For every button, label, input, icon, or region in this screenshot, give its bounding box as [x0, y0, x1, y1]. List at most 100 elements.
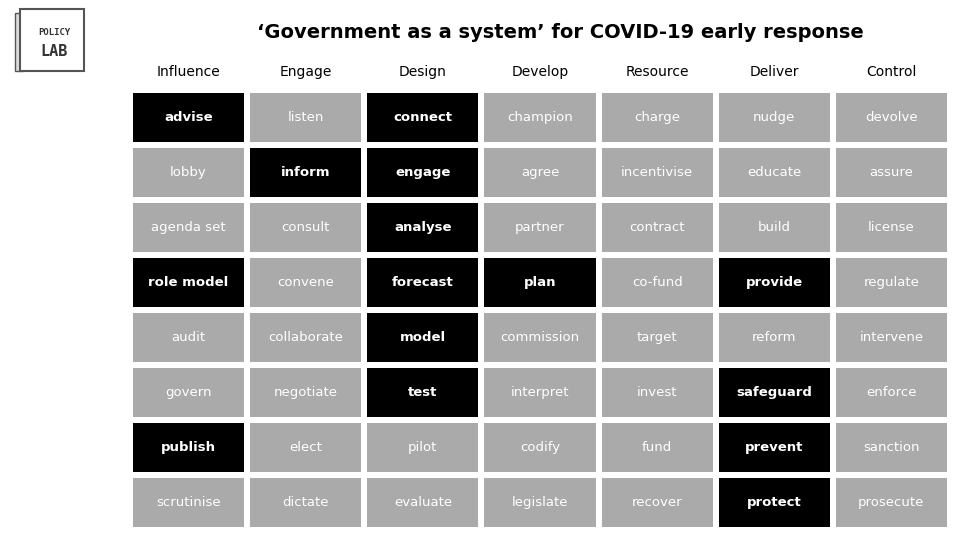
Text: prosecute: prosecute [858, 496, 924, 509]
FancyBboxPatch shape [719, 313, 829, 362]
FancyBboxPatch shape [602, 203, 712, 252]
Text: dictate: dictate [282, 496, 329, 509]
FancyBboxPatch shape [251, 313, 361, 362]
Text: lobby: lobby [170, 166, 207, 179]
FancyBboxPatch shape [602, 368, 712, 417]
FancyBboxPatch shape [836, 478, 947, 527]
FancyBboxPatch shape [602, 258, 712, 307]
Text: commission: commission [500, 331, 580, 344]
Text: sanction: sanction [863, 441, 920, 454]
Text: educate: educate [747, 166, 802, 179]
FancyBboxPatch shape [368, 203, 478, 252]
FancyBboxPatch shape [368, 93, 478, 142]
Text: devolve: devolve [865, 111, 918, 124]
Text: scrutinise: scrutinise [156, 496, 221, 509]
Text: recover: recover [632, 496, 683, 509]
Text: fund: fund [642, 441, 672, 454]
FancyBboxPatch shape [485, 313, 595, 362]
Text: LAB: LAB [40, 44, 68, 59]
Text: test: test [408, 386, 438, 399]
FancyBboxPatch shape [836, 148, 947, 197]
FancyBboxPatch shape [719, 423, 829, 472]
Text: codify: codify [520, 441, 560, 454]
Text: build: build [757, 221, 791, 234]
Text: nudge: nudge [754, 111, 796, 124]
Text: evaluate: evaluate [394, 496, 452, 509]
Text: negotiate: negotiate [274, 386, 338, 399]
Text: consult: consult [281, 221, 330, 234]
Text: Engage: Engage [279, 65, 332, 79]
Text: champion: champion [507, 111, 573, 124]
FancyBboxPatch shape [133, 423, 244, 472]
FancyBboxPatch shape [251, 203, 361, 252]
Text: interpret: interpret [511, 386, 569, 399]
Text: contract: contract [630, 221, 684, 234]
FancyBboxPatch shape [368, 258, 478, 307]
FancyBboxPatch shape [836, 423, 947, 472]
Text: Deliver: Deliver [750, 65, 799, 79]
Text: POLICY: POLICY [37, 28, 70, 37]
FancyBboxPatch shape [485, 258, 595, 307]
Text: Resource: Resource [625, 65, 689, 79]
FancyBboxPatch shape [719, 368, 829, 417]
Text: invest: invest [636, 386, 678, 399]
Text: regulate: regulate [863, 276, 920, 289]
FancyBboxPatch shape [719, 258, 829, 307]
FancyBboxPatch shape [133, 203, 244, 252]
FancyBboxPatch shape [133, 478, 244, 527]
Text: charge: charge [635, 111, 680, 124]
Text: elect: elect [289, 441, 323, 454]
FancyBboxPatch shape [368, 313, 478, 362]
Text: prevent: prevent [745, 441, 804, 454]
Text: target: target [636, 331, 678, 344]
Text: reform: reform [752, 331, 797, 344]
FancyBboxPatch shape [368, 148, 478, 197]
Text: convene: convene [277, 276, 334, 289]
FancyBboxPatch shape [251, 368, 361, 417]
FancyBboxPatch shape [485, 368, 595, 417]
Text: provide: provide [746, 276, 803, 289]
Text: partner: partner [516, 221, 564, 234]
Text: govern: govern [165, 386, 212, 399]
FancyBboxPatch shape [251, 478, 361, 527]
FancyBboxPatch shape [251, 93, 361, 142]
Text: connect: connect [394, 111, 452, 124]
FancyBboxPatch shape [836, 203, 947, 252]
Text: enforce: enforce [866, 386, 917, 399]
Text: safeguard: safeguard [736, 386, 812, 399]
FancyBboxPatch shape [836, 258, 947, 307]
FancyBboxPatch shape [368, 478, 478, 527]
Text: protect: protect [747, 496, 802, 509]
Text: agree: agree [521, 166, 559, 179]
FancyBboxPatch shape [15, 13, 23, 71]
Text: agenda set: agenda set [152, 221, 226, 234]
FancyBboxPatch shape [836, 368, 947, 417]
Text: advise: advise [164, 111, 213, 124]
Text: Design: Design [399, 65, 446, 79]
FancyBboxPatch shape [602, 148, 712, 197]
FancyBboxPatch shape [20, 9, 84, 71]
Text: forecast: forecast [392, 276, 454, 289]
FancyBboxPatch shape [133, 368, 244, 417]
FancyBboxPatch shape [602, 478, 712, 527]
FancyBboxPatch shape [133, 258, 244, 307]
Text: role model: role model [149, 276, 228, 289]
FancyBboxPatch shape [485, 423, 595, 472]
FancyBboxPatch shape [485, 478, 595, 527]
FancyBboxPatch shape [719, 148, 829, 197]
FancyBboxPatch shape [133, 313, 244, 362]
FancyBboxPatch shape [133, 93, 244, 142]
Text: co-fund: co-fund [632, 276, 683, 289]
FancyBboxPatch shape [251, 148, 361, 197]
FancyBboxPatch shape [602, 93, 712, 142]
Text: intervene: intervene [859, 331, 924, 344]
FancyBboxPatch shape [485, 93, 595, 142]
FancyBboxPatch shape [836, 313, 947, 362]
FancyBboxPatch shape [133, 148, 244, 197]
Text: plan: plan [524, 276, 556, 289]
FancyBboxPatch shape [719, 478, 829, 527]
FancyBboxPatch shape [485, 203, 595, 252]
FancyBboxPatch shape [368, 368, 478, 417]
Text: listen: listen [288, 111, 324, 124]
FancyBboxPatch shape [602, 313, 712, 362]
